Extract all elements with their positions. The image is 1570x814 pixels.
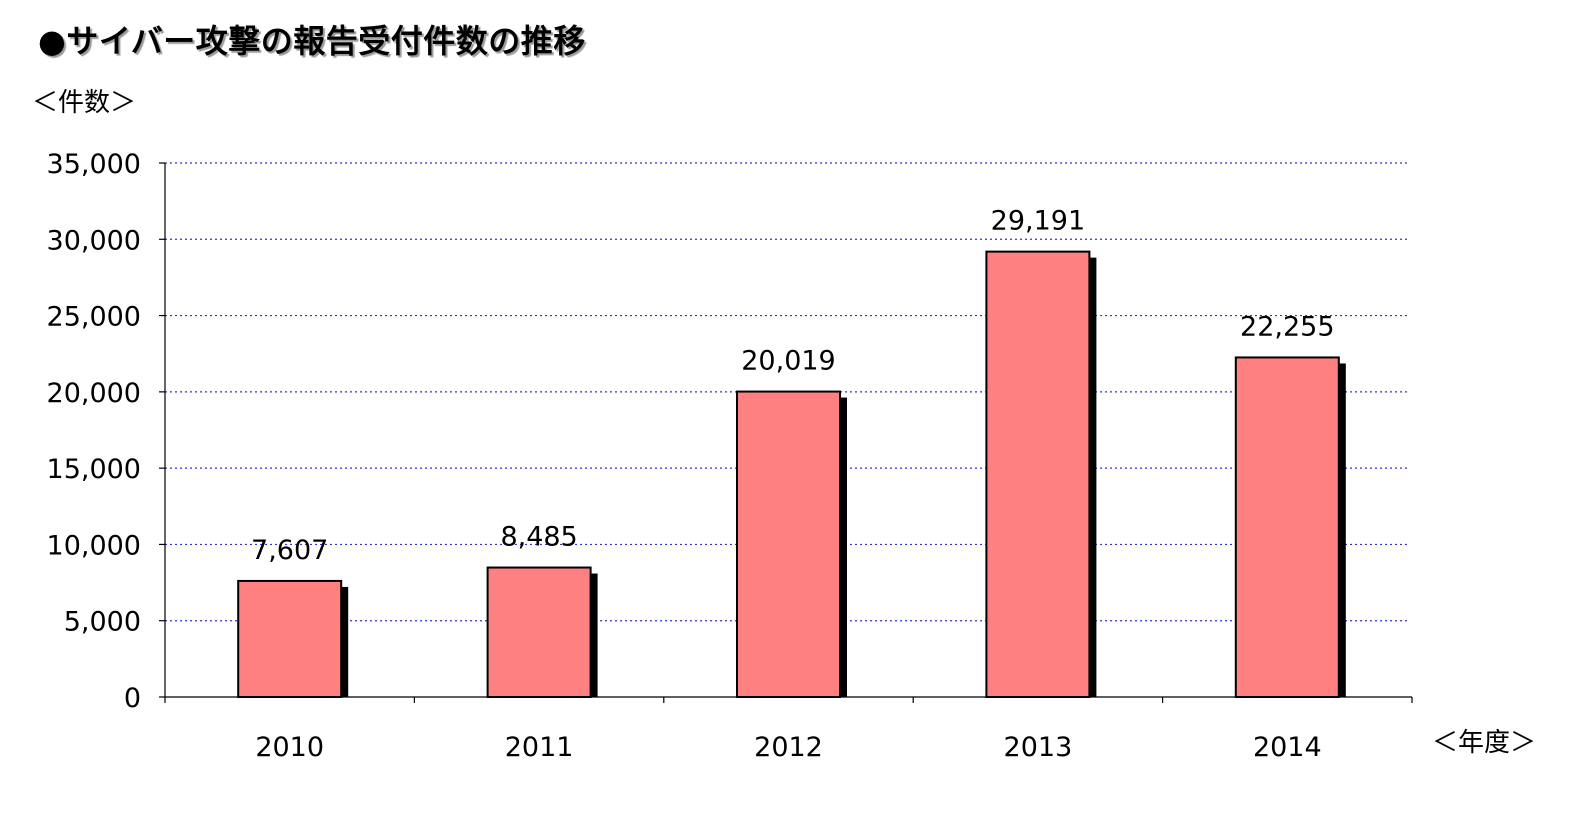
x-axis-unit-label: ＜年度＞ xyxy=(1432,728,1537,758)
y-axis-unit-label: ＜件数＞ xyxy=(32,88,137,118)
x-tick-label-2010: 2010 xyxy=(255,732,324,763)
data-label-2011: 8,485 xyxy=(500,522,577,553)
bar-2012 xyxy=(736,390,841,698)
x-tick-label-2013: 2013 xyxy=(1004,732,1073,763)
y-tick-label: 5,000 xyxy=(64,607,141,638)
y-tick-label: 30,000 xyxy=(47,225,141,256)
bar-2010 xyxy=(237,579,343,698)
y-tick-label: 20,000 xyxy=(47,378,141,409)
data-label-2014: 22,255 xyxy=(1240,311,1334,342)
bar-2013 xyxy=(985,250,1091,698)
y-tick-label: 35,000 xyxy=(47,149,141,180)
x-tick-label-2014: 2014 xyxy=(1253,732,1322,763)
x-tick-label-2012: 2012 xyxy=(754,732,823,763)
data-label-2010: 7,607 xyxy=(251,535,328,566)
y-tick-label: 15,000 xyxy=(47,454,141,485)
chart-title: ●サイバー攻撃の報告受付件数の推移 xyxy=(38,22,586,60)
y-tick-label: 10,000 xyxy=(47,530,141,561)
data-label-2012: 20,019 xyxy=(741,346,835,377)
x-tick-label-2011: 2011 xyxy=(505,732,574,763)
bar-2014 xyxy=(1234,356,1340,698)
y-tick-label: 0 xyxy=(124,683,141,714)
y-tick-label: 25,000 xyxy=(47,302,141,333)
data-label-2013: 29,191 xyxy=(991,206,1085,237)
bars xyxy=(237,250,1346,699)
labels: 0 5,000 10,000 15,000 20,000 25,000 30,000 35,0… xyxy=(47,149,1335,763)
bar-2011 xyxy=(486,566,592,699)
